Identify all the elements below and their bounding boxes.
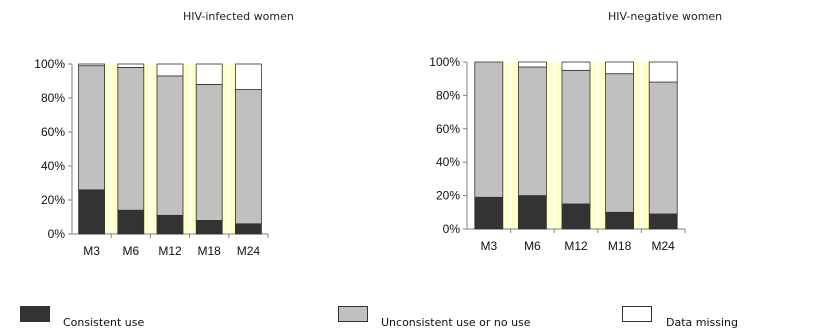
bar-1-m6-s0: [518, 195, 547, 230]
bar-1-m18-s0: [605, 211, 634, 230]
y-tick-label-0-4: 80%: [41, 91, 65, 105]
bar-0-m12-s1: [156, 75, 184, 216]
x-tick-label-0-4: M24: [237, 244, 261, 258]
x-tick-label-0-1: M6: [122, 244, 139, 258]
x-tick-label-1-4: M24: [652, 239, 676, 253]
y-tick-label-1-3: 60%: [436, 122, 460, 136]
bar-0-m3-s1: [78, 65, 105, 191]
legend-swatch-unconsistent: [338, 306, 368, 322]
y-tick-label-0-5: 100%: [34, 57, 65, 71]
bar-1-m24-s1: [648, 81, 678, 215]
bar-0-m12-s2: [156, 63, 184, 77]
bar-0-m6-s0: [117, 209, 145, 235]
bar-0-m18-s2: [195, 63, 223, 85]
y-tick-label-1-5: 100%: [429, 55, 460, 69]
bar-1-m12-s0: [561, 203, 591, 230]
bar-1-m6-s2: [518, 61, 547, 68]
y-tick-label-1-1: 20%: [436, 189, 460, 203]
legend-swatch-consistent: [20, 306, 50, 322]
x-tick-label-1-3: M18: [608, 239, 632, 253]
bar-1-m3-s0: [474, 196, 504, 230]
y-tick-label-1-0: 0%: [443, 222, 461, 236]
legend-label-consistent: Consistent use: [63, 316, 145, 329]
bar-0-m18-s1: [195, 84, 223, 221]
y-tick-label-1-2: 40%: [436, 155, 460, 169]
legend-swatch-missing: [622, 306, 652, 322]
y-tick-label-1-4: 80%: [436, 88, 460, 102]
bar-0-m24-s1: [234, 89, 262, 225]
bar-0-m24-s0: [234, 223, 262, 235]
y-tick-label-0-0: 0%: [48, 227, 66, 241]
bar-0-m18-s0: [195, 219, 223, 235]
bar-1-m24-s0: [648, 213, 678, 230]
chart-title-hiv-negative: HIV-negative women: [608, 10, 723, 23]
x-tick-label-1-1: M6: [524, 239, 541, 253]
bar-1-m24-s2: [648, 61, 678, 83]
bar-0-m24-s2: [234, 63, 262, 90]
bar-1-m12-s2: [561, 61, 591, 71]
x-tick-label-1-2: M12: [564, 239, 588, 253]
bar-0-m6-s2: [117, 63, 145, 68]
bar-1-m6-s1: [518, 66, 547, 196]
x-tick-label-0-0: M3: [83, 244, 100, 258]
y-tick-label-0-1: 20%: [41, 193, 65, 207]
x-tick-label-0-2: M12: [158, 244, 182, 258]
bar-1-m3-s1: [474, 61, 504, 198]
y-tick-label-0-3: 60%: [41, 125, 65, 139]
y-tick-label-0-2: 40%: [41, 159, 65, 173]
bar-1-m18-s1: [605, 73, 634, 213]
bar-0-m6-s1: [117, 67, 145, 211]
legend-label-unconsistent: Unconsistent use or no use: [381, 316, 531, 329]
x-tick-label-1-0: M3: [480, 239, 497, 253]
bar-1-m12-s1: [561, 69, 591, 205]
bar-0-m12-s0: [156, 214, 184, 235]
bar-0-m3-s0: [78, 189, 105, 235]
chart-title-hiv-infected: HIV-infected women: [183, 10, 294, 23]
bar-1-m18-s2: [605, 61, 634, 75]
x-tick-label-0-3: M18: [198, 244, 222, 258]
legend-label-missing: Data missing: [666, 316, 739, 329]
bar-0-m3-s2: [78, 63, 105, 67]
